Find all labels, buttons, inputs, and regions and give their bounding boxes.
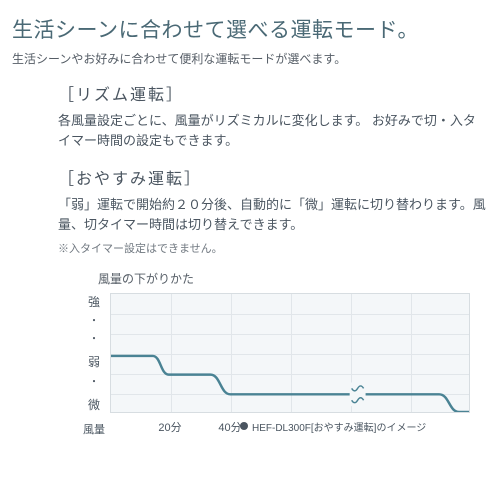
page-headline: 生活シーンに合わせて選べる運転モード。 bbox=[12, 14, 488, 44]
mode-note: ※入タイマー設定はできません。 bbox=[58, 240, 488, 256]
y-axis-labels: 強 ・ ・ 弱 ・ 微 bbox=[82, 293, 106, 413]
mode-desc: 各風量設定ごとに、風量がリズミカルに変化します。 お好みで切・入タイマー時間の設… bbox=[58, 111, 488, 151]
curve-svg bbox=[111, 294, 469, 412]
x-tick: 20分 bbox=[158, 419, 181, 435]
ylabel-dot: ・ bbox=[89, 335, 99, 345]
mode-title: ［リズム運転］ bbox=[58, 81, 488, 105]
mode-oyasumi: ［おやすみ運転］ 「弱」運転で開始約２０分後、自動的に「微」運転に切り替わります… bbox=[12, 165, 488, 255]
airflow-curve bbox=[111, 356, 469, 412]
x-axis-row: 風量 HEF-DL300F[おやすみ運転]のイメージ 20分 40分 bbox=[82, 419, 488, 437]
mode-title: ［おやすみ運転］ bbox=[58, 165, 488, 189]
ylabel-dot: ・ bbox=[89, 317, 99, 327]
page-sublead: 生活シーンやお好みに合わせて便利な運転モードが選べます。 bbox=[12, 50, 488, 67]
legend-text: HEF-DL300F[おやすみ運転]のイメージ bbox=[252, 419, 426, 434]
ylabel-dot: ・ bbox=[89, 378, 99, 388]
ylabel-strong: 強 bbox=[88, 293, 100, 310]
x-tick: 40分 bbox=[218, 419, 241, 435]
curve-break-mask bbox=[350, 382, 366, 406]
mode-rhythm: ［リズム運転］ 各風量設定ごとに、風量がリズミカルに変化します。 お好みで切・入… bbox=[12, 81, 488, 151]
chart-legend: HEF-DL300F[おやすみ運転]のイメージ bbox=[240, 419, 426, 434]
mode-desc: 「弱」運転で開始約２０分後、自動的に「微」運転に切り替わります。風量、切タイマー… bbox=[58, 195, 488, 235]
x-tick-row: HEF-DL300F[おやすみ運転]のイメージ 20分 40分 bbox=[110, 419, 470, 433]
chart-caption: 風量の下がりかた bbox=[98, 270, 488, 287]
x-axis-label: 風量 bbox=[82, 421, 106, 437]
ylabel-weak: 弱 bbox=[88, 353, 100, 370]
ylabel-faint: 微 bbox=[88, 396, 100, 413]
plot-area bbox=[110, 293, 470, 413]
airflow-chart: 風量の下がりかた 強 ・ ・ 弱 ・ 微 風量 HEF-DL300F[おやすみ運… bbox=[12, 270, 488, 437]
